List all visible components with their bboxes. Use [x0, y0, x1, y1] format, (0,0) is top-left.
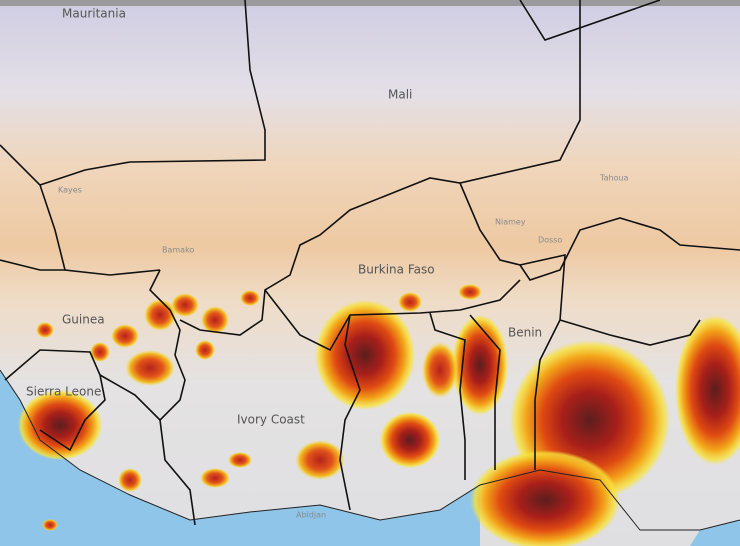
border [39, 0, 266, 186]
storm [42, 519, 58, 531]
place-label: Sierra Leone [26, 385, 101, 399]
border [429, 312, 466, 480]
place-label: Kayes [58, 186, 82, 195]
border [519, 0, 661, 41]
place-label: Burkina Faso [358, 263, 435, 277]
storm [422, 342, 458, 398]
place-label: Abidjan [296, 511, 326, 520]
border [459, 182, 740, 281]
storm [452, 315, 508, 415]
border [99, 374, 161, 421]
top-bar [0, 0, 740, 6]
storm [380, 412, 440, 468]
border [0, 144, 161, 276]
border [519, 253, 566, 470]
precipitation [18, 284, 740, 546]
storm [171, 293, 199, 317]
storm [118, 468, 142, 492]
place-label: Benin [508, 326, 542, 340]
border [0, 259, 65, 271]
place-label: Ivory Coast [237, 413, 305, 427]
ocean [0, 370, 480, 546]
border [149, 269, 196, 526]
place-label: Dosso [538, 236, 562, 245]
place-label: Niamey [495, 218, 526, 227]
storm [315, 300, 415, 410]
storm [675, 315, 740, 465]
border [179, 0, 581, 336]
storm [228, 452, 252, 468]
border [559, 319, 701, 346]
border [469, 314, 501, 470]
storm [195, 340, 215, 360]
borders [0, 0, 740, 526]
place-label: Mauritania [62, 7, 126, 21]
storm [125, 350, 175, 386]
storm [470, 450, 620, 546]
storm [295, 440, 345, 480]
storm [458, 284, 482, 300]
storm [90, 342, 110, 362]
storm [240, 290, 260, 306]
storm [398, 292, 422, 312]
border [264, 279, 521, 352]
border [4, 349, 106, 452]
storm [200, 468, 230, 488]
place-label: Mali [388, 88, 412, 102]
storm [111, 324, 139, 348]
place-label: Bamako [162, 246, 194, 255]
border [339, 314, 361, 511]
ocean [690, 520, 740, 546]
coastline [0, 369, 740, 531]
place-label: Guinea [62, 313, 105, 327]
storm [18, 390, 102, 460]
storm [201, 306, 229, 334]
labels: Mauritania Mali Burkina Faso Guinea Sierra L… [26, 7, 629, 520]
storm [36, 322, 54, 338]
place-label: Tahoua [599, 174, 629, 183]
